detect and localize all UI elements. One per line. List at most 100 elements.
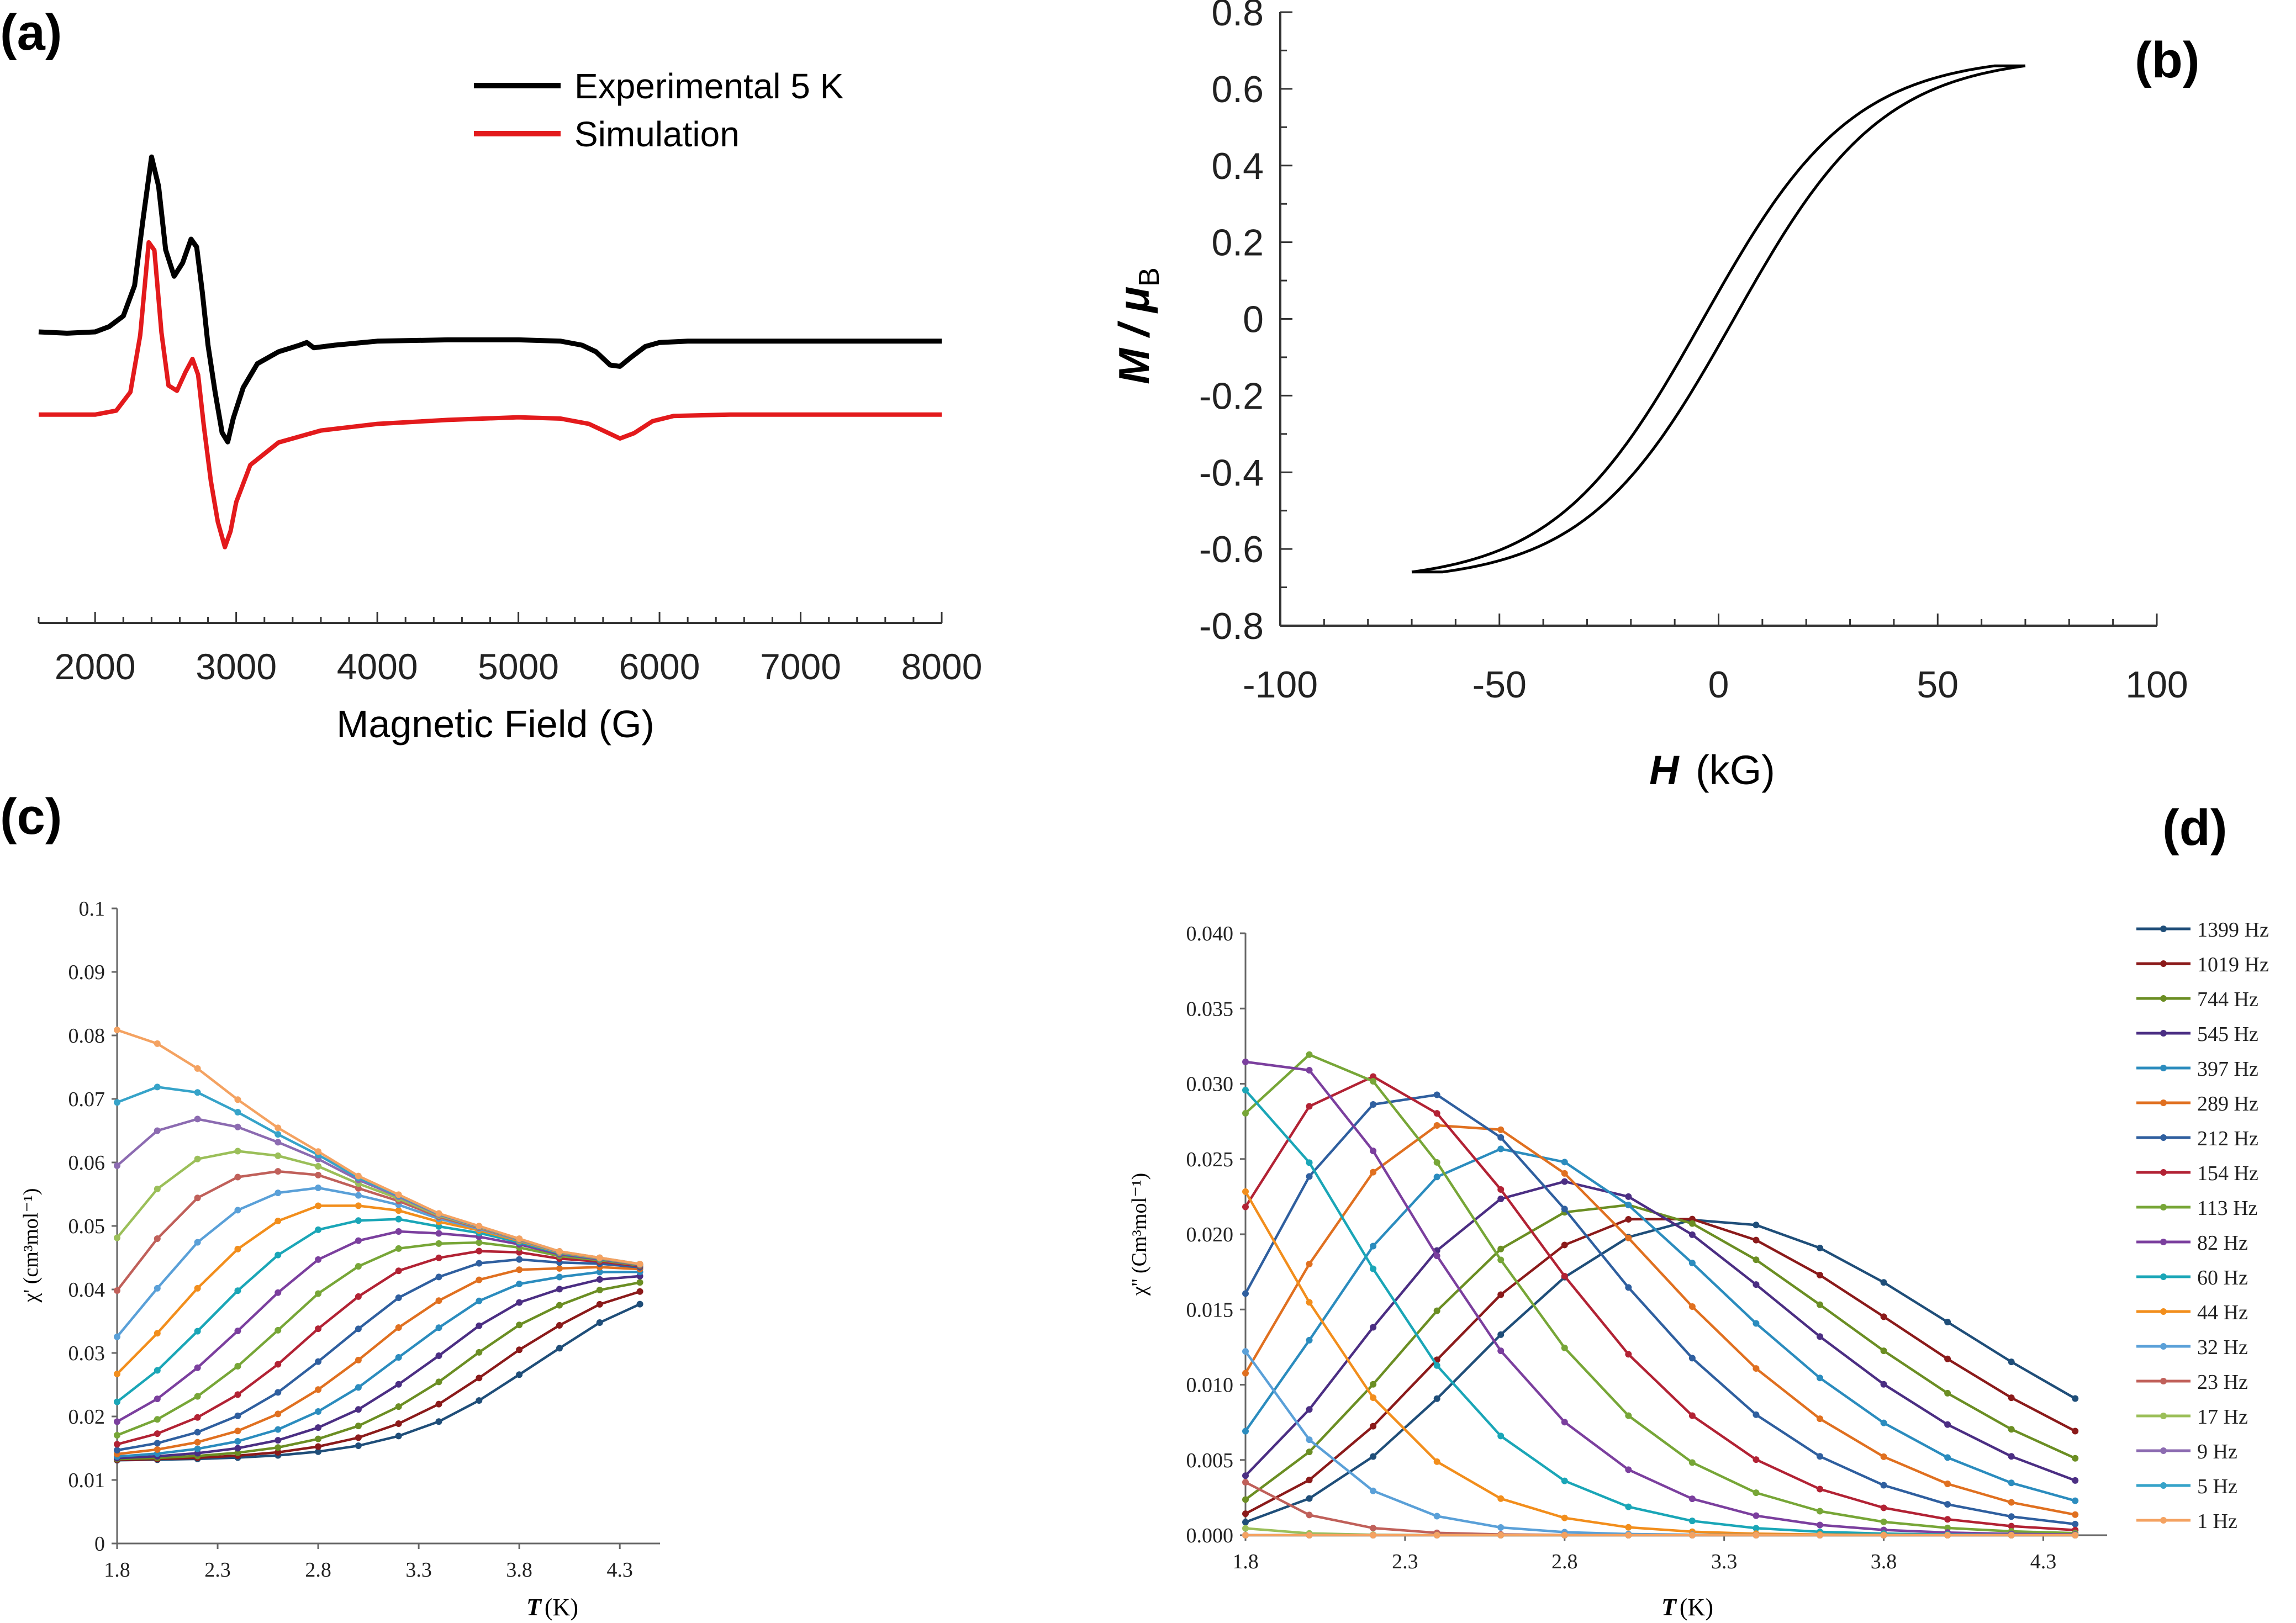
series-23hz-point	[154, 1235, 161, 1242]
series-744hz-point	[2072, 1455, 2079, 1462]
series-44hz-point	[1242, 1188, 1249, 1195]
series-44hz-point	[114, 1371, 120, 1378]
series-154hz-point	[435, 1254, 442, 1261]
series-1019hz-point	[1817, 1271, 1823, 1278]
legend-label: 5 Hz	[2197, 1475, 2237, 1498]
series-289hz-point	[1625, 1234, 1632, 1241]
series-32hz-point	[154, 1284, 161, 1292]
panel-c-axes: 0 0.01 0.02 0.03 0.04 0.05 0.06 0.07 0.08 0.09 0.1…	[68, 897, 660, 1582]
series-289hz-point	[234, 1428, 241, 1435]
series-212hz-point	[1753, 1411, 1760, 1418]
series-32hz-point	[1306, 1436, 1313, 1444]
series-113hz-point	[234, 1362, 241, 1370]
y-tick-label: 0	[94, 1532, 105, 1556]
series-60hz-point	[1242, 1087, 1249, 1094]
series-1hz-point	[2072, 1532, 2079, 1539]
series-545hz-point	[395, 1381, 402, 1388]
panel-d: (d) 0.0000.0050.0100.0150.0200.0250.0300…	[1128, 800, 2269, 1621]
series-5hz-point	[234, 1108, 241, 1116]
series-397hz-point	[1561, 1159, 1568, 1166]
series-744hz-point	[516, 1321, 523, 1329]
series-82hz-point	[1753, 1512, 1760, 1519]
series-1019hz-point	[1370, 1423, 1377, 1430]
series-397hz-point	[1688, 1260, 1696, 1267]
series-9hz-point	[234, 1123, 241, 1130]
series-60hz-point	[1497, 1432, 1505, 1440]
series-82hz-point	[1561, 1419, 1568, 1426]
legend-label: 32 Hz	[2197, 1336, 2248, 1359]
series-212hz-point	[315, 1358, 322, 1365]
series-1019hz-point	[2072, 1428, 2079, 1435]
legend-label: 397 Hz	[2197, 1058, 2258, 1081]
series-545hz-point	[1242, 1472, 1249, 1479]
series-44hz-point	[355, 1202, 362, 1209]
series-1399hz-point	[1944, 1318, 1951, 1325]
series-82hz-point	[114, 1418, 120, 1425]
series-1hz-point	[1880, 1532, 1887, 1539]
series-113hz-point	[154, 1416, 161, 1423]
series-1hz-point	[2008, 1532, 2015, 1539]
legend-label-experimental: Experimental 5 K	[574, 66, 843, 106]
series-397hz-point	[1625, 1202, 1632, 1209]
series-212hz-point	[1880, 1482, 1887, 1489]
hysteresis-branch-descending	[1411, 64, 2025, 574]
series-289hz-point	[2008, 1499, 2015, 1506]
series-1019hz-point	[1944, 1355, 1951, 1362]
series-60hz-point	[315, 1226, 322, 1233]
series-154hz-point	[1561, 1272, 1568, 1280]
series-1hz-point	[194, 1065, 201, 1072]
series-397hz-point	[275, 1426, 282, 1433]
series-1399hz-point	[1306, 1495, 1313, 1502]
series-1399hz-point	[596, 1319, 603, 1326]
series-1019hz-point	[1880, 1313, 1887, 1320]
series-545hz-point	[1880, 1381, 1887, 1388]
series-289hz-point	[1944, 1481, 1951, 1488]
series-1hz-point	[636, 1261, 643, 1268]
x-tick-label: 3000	[196, 646, 277, 687]
series-1019hz-point	[1561, 1241, 1568, 1249]
series-212hz-point	[154, 1440, 161, 1447]
series-545hz-point	[1370, 1324, 1377, 1331]
y-tick-label: 0.04	[68, 1278, 105, 1302]
series-44hz-point	[395, 1207, 402, 1214]
legend-label: 82 Hz	[2197, 1231, 2248, 1255]
series-545hz-point	[556, 1286, 563, 1293]
series-397hz-point	[315, 1408, 322, 1415]
series-113hz-point	[1433, 1159, 1440, 1166]
series-44hz-point	[1625, 1524, 1632, 1531]
panel-d-x-axis-label: T (K)	[1661, 1594, 1713, 1621]
series-1019hz-point	[1497, 1291, 1505, 1298]
series-1hz-point	[355, 1172, 362, 1180]
series-212hz-point	[1306, 1173, 1313, 1180]
series-23hz-point	[1370, 1525, 1377, 1532]
series-113hz-point	[435, 1240, 442, 1247]
series-744hz-point	[476, 1349, 483, 1356]
y-tick-label: 0.07	[68, 1088, 105, 1111]
legend-marker	[2160, 1273, 2167, 1280]
series-212hz-point	[1497, 1134, 1505, 1141]
series-289hz-point	[1242, 1370, 1249, 1377]
series-545hz-point	[435, 1352, 442, 1359]
legend-marker	[2160, 1134, 2167, 1141]
series-212hz-point	[114, 1447, 120, 1454]
series-113hz-point	[1817, 1508, 1823, 1515]
y-tick-label: 0.015	[1186, 1298, 1234, 1321]
series-545hz-point	[516, 1299, 523, 1306]
series-545hz-point	[1817, 1333, 1823, 1340]
series-82hz-point	[355, 1237, 362, 1244]
series-23hz-point	[1306, 1511, 1313, 1519]
y-tick-label: 0	[1243, 299, 1264, 341]
series-212hz-point	[194, 1429, 201, 1436]
x-tick-label: 3.8	[506, 1558, 532, 1582]
series-289hz-point	[435, 1297, 442, 1304]
series-545hz-point	[1625, 1193, 1632, 1200]
series-1399hz-point	[1370, 1453, 1377, 1460]
series-1019hz-line	[1244, 1218, 2076, 1515]
x-tick-label: -100	[1243, 664, 1318, 706]
series-1399hz-point	[2008, 1358, 2015, 1366]
series-1hz-point	[1817, 1532, 1823, 1539]
x-tick-label: 3.3	[1711, 1550, 1738, 1573]
series-1hz-point	[1433, 1532, 1440, 1539]
legend-label: 1019 Hz	[2197, 953, 2269, 976]
